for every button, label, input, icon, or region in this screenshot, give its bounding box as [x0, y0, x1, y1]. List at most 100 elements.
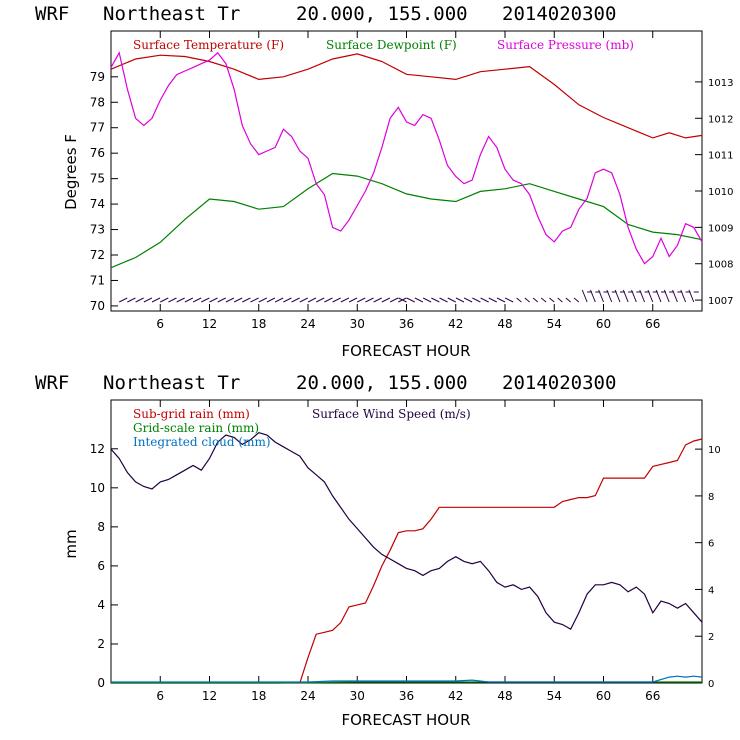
- surface-pressure-line: [110, 51, 703, 265]
- wind-barb: [647, 289, 654, 303]
- panel2-right-axis: 0 2 4 6 8 10: [695, 445, 721, 690]
- wind-barb: [422, 297, 432, 303]
- wind-barb: [192, 297, 202, 303]
- y2-tick-label: 6: [708, 539, 714, 550]
- panel2-x-axis-label: FORECAST HOUR: [341, 711, 470, 729]
- wind-barb: [455, 297, 465, 303]
- wind-barb: [233, 297, 243, 303]
- panel1-header-run: 2014020300: [502, 3, 616, 25]
- y-tick-label: 76: [90, 146, 105, 160]
- wind-barb: [299, 297, 309, 303]
- panel2-y-axis-label: mm: [62, 529, 80, 558]
- x-tick-label: 18: [251, 689, 266, 703]
- y-tick-label: 12: [90, 442, 105, 456]
- wind-barb: [631, 289, 637, 303]
- y2-tick-label: 10: [708, 445, 721, 456]
- panel2-header-model: WRF: [35, 372, 69, 394]
- wind-barb: [291, 297, 300, 303]
- wind-barb: [590, 289, 596, 303]
- panel1-header-model: WRF: [35, 3, 69, 25]
- panel2-header-run: 2014020300: [502, 372, 616, 394]
- x-tick-label: 48: [497, 689, 512, 703]
- legend-sub-grid-rain: Sub-grid rain (mm): [133, 407, 250, 421]
- wind-barb: [168, 297, 177, 303]
- wind-barb: [315, 297, 325, 303]
- wind-barb: [688, 289, 695, 303]
- y2-tick-label: 4: [708, 585, 714, 596]
- wind-barb: [184, 297, 194, 303]
- y2-tick-label: 0: [708, 679, 714, 690]
- y-tick-label: 73: [90, 223, 105, 237]
- y2-tick-label: 1010: [708, 187, 733, 198]
- y-tick-label: 10: [90, 481, 105, 495]
- wind-barb: [389, 297, 399, 303]
- panel1-header-coords: 20.000, 155.000: [296, 3, 468, 25]
- legend-surface-dewpoint: Surface Dewpoint (F): [326, 38, 457, 52]
- x-tick-label: 6: [156, 317, 164, 331]
- sub-grid-rain-line: [111, 438, 703, 684]
- legend-surface-pressure: Surface Pressure (mb): [497, 38, 634, 52]
- x-tick-label: 12: [202, 317, 217, 331]
- y-tick-label: 6: [97, 559, 105, 573]
- y-tick-label: 71: [90, 273, 105, 287]
- panel1-wind-barbs: [118, 289, 699, 303]
- legend-grid-scale-rain: Grid-scale rain (mm): [133, 421, 259, 435]
- wind-barb: [135, 297, 144, 303]
- y-tick-label: 4: [97, 598, 105, 612]
- wind-barb: [332, 297, 341, 303]
- legend-surface-temperature: Surface Temperature (F): [133, 38, 284, 52]
- x-tick-label: 36: [399, 689, 414, 703]
- panel2-header-coords: 20.000, 155.000: [296, 372, 468, 394]
- panel2-header-location: Northeast Tr: [103, 372, 240, 394]
- x-tick-label: 30: [350, 317, 365, 331]
- wind-barb: [283, 297, 292, 303]
- legend-surface-wind-speed: Surface Wind Speed (m/s): [312, 407, 471, 421]
- y-tick-label: 8: [97, 520, 105, 534]
- wind-barb: [365, 297, 374, 303]
- panel2-left-axis: 0 2 4 6 8 10 12: [90, 442, 118, 690]
- wind-barb: [398, 297, 407, 303]
- legend-integrated-cloud: Integrated cloud (mm): [133, 435, 271, 449]
- y-tick-label: 77: [90, 121, 105, 135]
- y-tick-label: 78: [90, 95, 105, 109]
- wind-barb: [573, 297, 580, 303]
- y2-tick-label: 2: [708, 632, 714, 643]
- wind-barb: [565, 297, 571, 303]
- wind-barb: [118, 297, 128, 303]
- wind-barb: [160, 297, 169, 303]
- wind-barb: [381, 297, 391, 303]
- y2-tick-label: 1007: [708, 296, 733, 307]
- x-tick-label: 60: [596, 317, 611, 331]
- wind-barb: [639, 289, 646, 303]
- wind-barb: [581, 289, 588, 303]
- wind-barb: [258, 297, 267, 303]
- x-tick-label: 24: [300, 689, 315, 703]
- panel2-x-axis: 6 12 18 24 30 36 42 48 54 60 66: [156, 400, 660, 703]
- y2-tick-label: 1011: [708, 151, 733, 162]
- panel1-plot-frame: [110, 30, 703, 312]
- y-tick-label: 0: [97, 676, 105, 690]
- panel1-series: [110, 51, 703, 269]
- x-tick-label: 66: [645, 317, 660, 331]
- x-tick-label: 60: [596, 689, 611, 703]
- wind-barb: [324, 297, 333, 303]
- wind-barb: [143, 297, 153, 303]
- wind-barb: [532, 297, 539, 303]
- integrated-cloud-line: [111, 675, 703, 683]
- wind-barb: [598, 289, 604, 303]
- wind-barb: [307, 297, 317, 303]
- wind-barb: [439, 297, 448, 303]
- wind-barb: [225, 297, 235, 303]
- y2-tick-label: 1008: [708, 260, 733, 271]
- wind-barb: [516, 297, 522, 303]
- y-tick-label: 2: [97, 637, 105, 651]
- x-tick-label: 24: [300, 317, 315, 331]
- temperature-pressure-panel: WRF Northeast Tr 20.000, 155.000 2014020…: [35, 3, 733, 360]
- x-tick-label: 6: [156, 689, 164, 703]
- wind-barb: [496, 297, 506, 303]
- wind-barb: [622, 289, 629, 303]
- wind-barb: [549, 297, 555, 303]
- panel1-x-axis-label: FORECAST HOUR: [341, 342, 470, 360]
- wind-barb: [209, 297, 218, 303]
